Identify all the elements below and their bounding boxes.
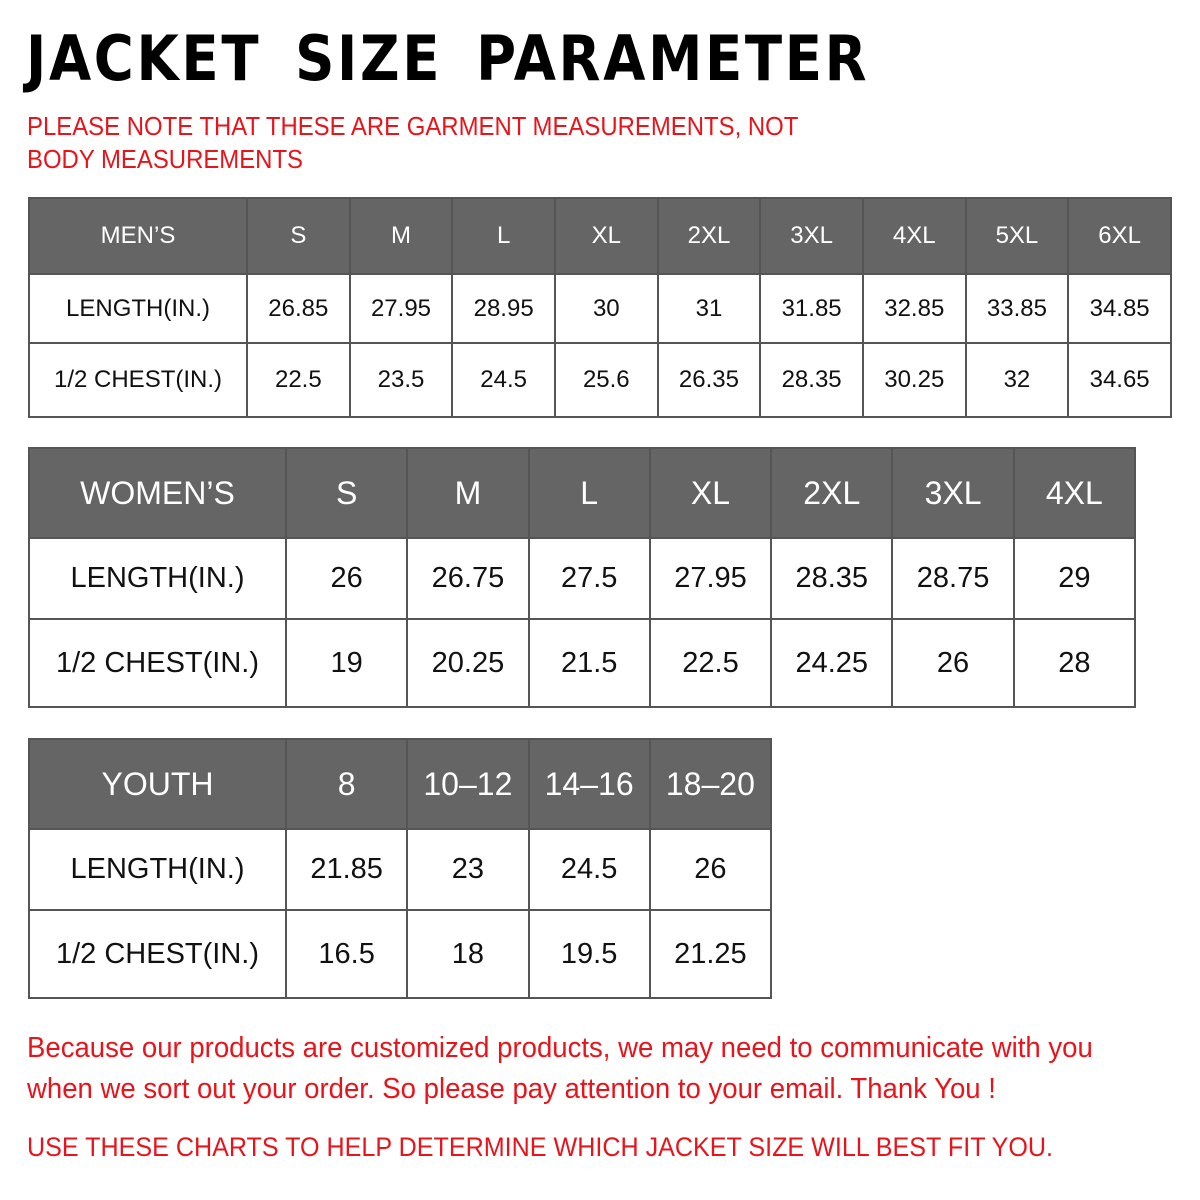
measurement-cell: 29 <box>1012 537 1137 620</box>
measurement-cell: 27.95 <box>348 273 454 344</box>
table-row: LENGTH(IN.) 21.85 23 24.5 26 <box>28 828 773 911</box>
table-row: 1/2 CHEST(IN.) 16.5 18 19.5 21.25 <box>28 909 773 999</box>
measurement-cell: 23 <box>406 828 530 911</box>
measurement-cell: 28.95 <box>451 273 556 344</box>
measurement-cell: 22.5 <box>246 342 351 418</box>
size-header: XL <box>648 447 773 539</box>
size-header: 5XL <box>964 197 1070 275</box>
measurement-cell: 30.25 <box>861 342 967 418</box>
measurement-cell: 31.85 <box>759 273 864 344</box>
measurement-cell: 20.25 <box>406 618 530 708</box>
mens-size-table: MEN’S S M L XL 2XL 3XL 4XL 5XL 6XL LENGTH(IN.) 26.8… <box>28 197 1172 418</box>
category-header: MEN’S <box>28 197 248 275</box>
category-header: WOMEN’S <box>28 447 287 539</box>
size-header: 18–20 <box>648 738 773 830</box>
size-header: 3XL <box>891 447 1015 539</box>
measurement-cell: 24.5 <box>451 342 556 418</box>
size-header: 4XL <box>1012 447 1137 539</box>
womens-size-table: WOMEN’S S M L XL 2XL 3XL 4XL LENGTH(IN.) 26 26.75 2… <box>28 447 1137 708</box>
measurement-cell: 19.5 <box>527 909 651 999</box>
measurement-note: PLEASE NOTE THAT THESE ARE GARMENT MEASU… <box>27 111 798 174</box>
table-row: LENGTH(IN.) 26 26.75 27.5 27.95 28.35 28.75 29 <box>28 537 1137 620</box>
measurement-cell: 18 <box>406 909 530 999</box>
size-header: M <box>406 447 530 539</box>
measurement-cell: 26 <box>891 618 1015 708</box>
measurement-cell: 25.6 <box>553 342 659 418</box>
measurement-cell: 22.5 <box>648 618 773 708</box>
measurement-cell: 32 <box>964 342 1070 418</box>
size-header: L <box>451 197 556 275</box>
measurement-cell: 26 <box>648 828 773 911</box>
header-row: MEN’S S M L XL 2XL 3XL 4XL 5XL 6XL <box>28 197 1172 275</box>
row-label: LENGTH(IN.) <box>28 828 287 911</box>
measurement-cell: 26.35 <box>656 342 762 418</box>
measurement-cell: 27.5 <box>527 537 651 620</box>
size-header: 3XL <box>759 197 864 275</box>
row-label: 1/2 CHEST(IN.) <box>28 342 248 418</box>
size-header: 6XL <box>1067 197 1172 275</box>
measurement-cell: 21.85 <box>284 828 409 911</box>
row-label: 1/2 CHEST(IN.) <box>28 618 287 708</box>
measurement-cell: 28.35 <box>759 342 864 418</box>
measurement-cell: 28 <box>1012 618 1137 708</box>
table-row: 1/2 CHEST(IN.) 22.5 23.5 24.5 25.6 26.35 28.35… <box>28 342 1172 418</box>
measurement-cell: 23.5 <box>348 342 454 418</box>
table-row: 1/2 CHEST(IN.) 19 20.25 21.5 22.5 24.25 26 28 <box>28 618 1137 708</box>
size-header: L <box>527 447 651 539</box>
size-guide-notice: USE THESE CHARTS TO HELP DETERMINE WHICH… <box>27 1132 1054 1162</box>
header-row: WOMEN’S S M L XL 2XL 3XL 4XL <box>28 447 1137 539</box>
size-header: 2XL <box>656 197 762 275</box>
youth-size-table: YOUTH 8 10–12 14–16 18–20 LENGTH(IN.) 21.85 23 2… <box>28 738 773 999</box>
size-header: M <box>348 197 454 275</box>
size-header: 14–16 <box>527 738 651 830</box>
category-header: YOUTH <box>28 738 287 830</box>
page-title: JACKET SIZE PARAMETER <box>26 22 870 95</box>
measurement-cell: 33.85 <box>964 273 1070 344</box>
size-header: XL <box>553 197 659 275</box>
measurement-cell: 30 <box>553 273 659 344</box>
measurement-cell: 28.35 <box>770 537 894 620</box>
size-header: 4XL <box>861 197 967 275</box>
row-label: LENGTH(IN.) <box>28 537 287 620</box>
size-header: 2XL <box>770 447 894 539</box>
customization-notice: Because our products are customized prod… <box>27 1032 1093 1105</box>
size-header: 10–12 <box>406 738 530 830</box>
row-label: LENGTH(IN.) <box>28 273 248 344</box>
measurement-cell: 24.25 <box>770 618 894 708</box>
header-row: YOUTH 8 10–12 14–16 18–20 <box>28 738 773 830</box>
measurement-cell: 21.5 <box>527 618 651 708</box>
measurement-cell: 21.25 <box>648 909 773 999</box>
measurement-cell: 27.95 <box>648 537 773 620</box>
measurement-cell: 34.85 <box>1067 273 1172 344</box>
measurement-cell: 32.85 <box>861 273 967 344</box>
measurement-cell: 31 <box>656 273 762 344</box>
measurement-cell: 16.5 <box>284 909 409 999</box>
measurement-cell: 19 <box>284 618 409 708</box>
row-label: 1/2 CHEST(IN.) <box>28 909 287 999</box>
size-header: S <box>284 447 409 539</box>
measurement-cell: 34.65 <box>1067 342 1172 418</box>
measurement-cell: 28.75 <box>891 537 1015 620</box>
size-header: 8 <box>284 738 409 830</box>
measurement-cell: 26.85 <box>246 273 351 344</box>
measurement-cell: 24.5 <box>527 828 651 911</box>
measurement-cell: 26.75 <box>406 537 530 620</box>
size-header: S <box>246 197 351 275</box>
measurement-cell: 26 <box>284 537 409 620</box>
table-row: LENGTH(IN.) 26.85 27.95 28.95 30 31 31.85 32.85… <box>28 273 1172 344</box>
